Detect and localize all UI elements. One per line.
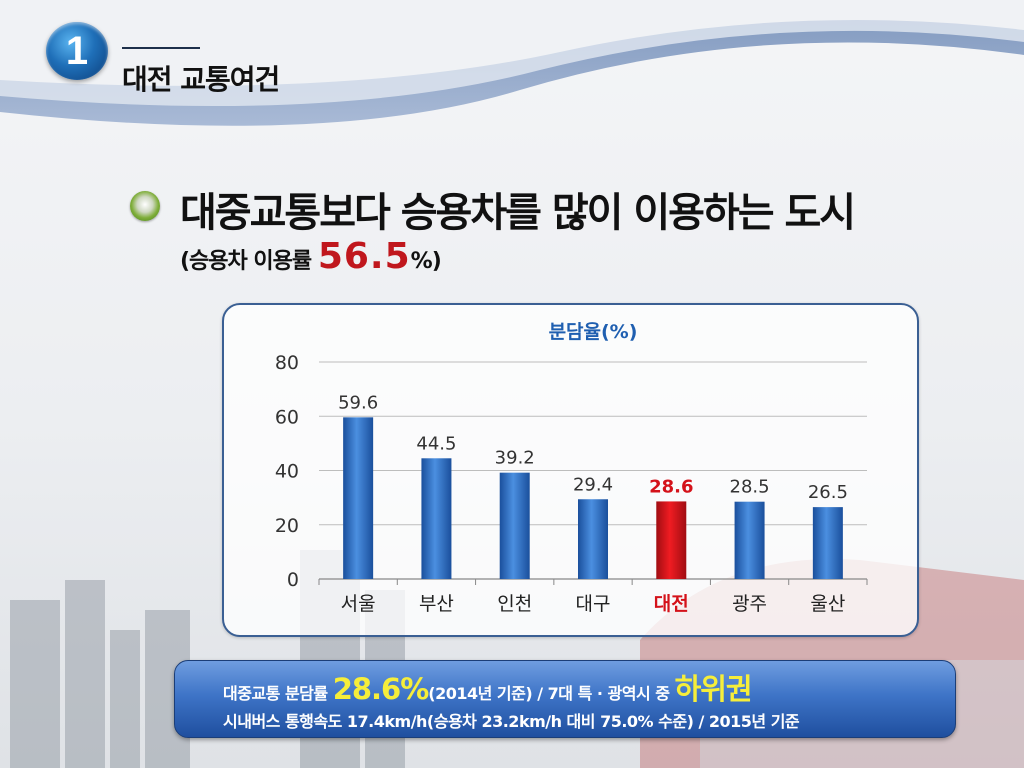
data-label: 28.6 [649, 476, 693, 497]
header-wave-decoration [0, 0, 1024, 126]
modal-share-bar-chart: 분담율(%) 0 20 40 60 80 59.6 서울 44.5 부산 39.2 인천 29.4 대구 2… [275, 321, 868, 615]
bar-대구 [578, 499, 608, 579]
summary-banner: 대중교통 분담률 28.6%(2014년 기준) / 7대 특 · 광역시 중 … [174, 660, 956, 738]
bar-광주 [734, 501, 765, 579]
subheadline: (승용차 이용률 56.5%) [180, 236, 442, 277]
y-tick-label: 20 [275, 515, 299, 537]
car-usage-rate-value: 56.5 [317, 236, 411, 277]
x-tick-label: 대구 [576, 593, 611, 615]
ranking-highlight: 하위권 [674, 672, 753, 706]
summary-line-1-prefix: 대중교통 분담률 [223, 684, 333, 703]
transit-share-value: 28.6% [332, 672, 430, 706]
y-tick-label: 80 [275, 352, 299, 374]
data-label: 44.5 [416, 433, 456, 454]
section-title: 대전 교통여건 [122, 63, 280, 96]
bar-인천 [499, 472, 530, 579]
bar-서울 [343, 417, 374, 579]
x-tick-label: 부산 [419, 593, 454, 615]
data-label: 39.2 [495, 448, 535, 469]
bar-울산 [812, 507, 843, 579]
subheadline-suffix: %) [410, 249, 442, 274]
section-number-badge: 1 [46, 22, 108, 80]
headline: 대중교통보다 승용차를 많이 이용하는 도시 [180, 190, 856, 236]
summary-line-1: 대중교통 분담률 28.6%(2014년 기준) / 7대 특 · 광역시 중 … [223, 666, 753, 708]
data-label: 28.5 [730, 477, 770, 498]
x-tick-label: 서울 [341, 593, 376, 615]
chart-title: 분담율(%) [549, 321, 638, 343]
summary-line-1-middle: (2014년 기준) / 7대 특 · 광역시 중 [428, 684, 675, 703]
data-label: 29.4 [573, 474, 613, 495]
x-tick-label: 대전 [654, 593, 689, 615]
y-tick-label: 0 [287, 569, 299, 591]
x-tick-label: 인천 [497, 593, 532, 615]
bar-부산 [421, 458, 452, 579]
header-divider [122, 47, 200, 49]
x-tick-label: 울산 [810, 593, 845, 615]
y-tick-label: 60 [275, 406, 299, 428]
bar-대전 [656, 501, 687, 579]
data-label: 26.5 [808, 482, 848, 503]
summary-line-2: 시내버스 통행속도 17.4km/h(승용차 23.2km/h 대비 75.0%… [223, 712, 800, 731]
x-tick-label: 광주 [732, 593, 767, 615]
y-tick-label: 40 [275, 461, 299, 483]
bullet-circle-icon [130, 191, 160, 221]
chart-panel: 분담율(%) 0 20 40 60 80 59.6 서울 44.5 부산 39.2 인천 29.4 대구 2… [222, 303, 919, 637]
data-label: 59.6 [338, 392, 378, 413]
subheadline-prefix: (승용차 이용률 [180, 249, 318, 274]
